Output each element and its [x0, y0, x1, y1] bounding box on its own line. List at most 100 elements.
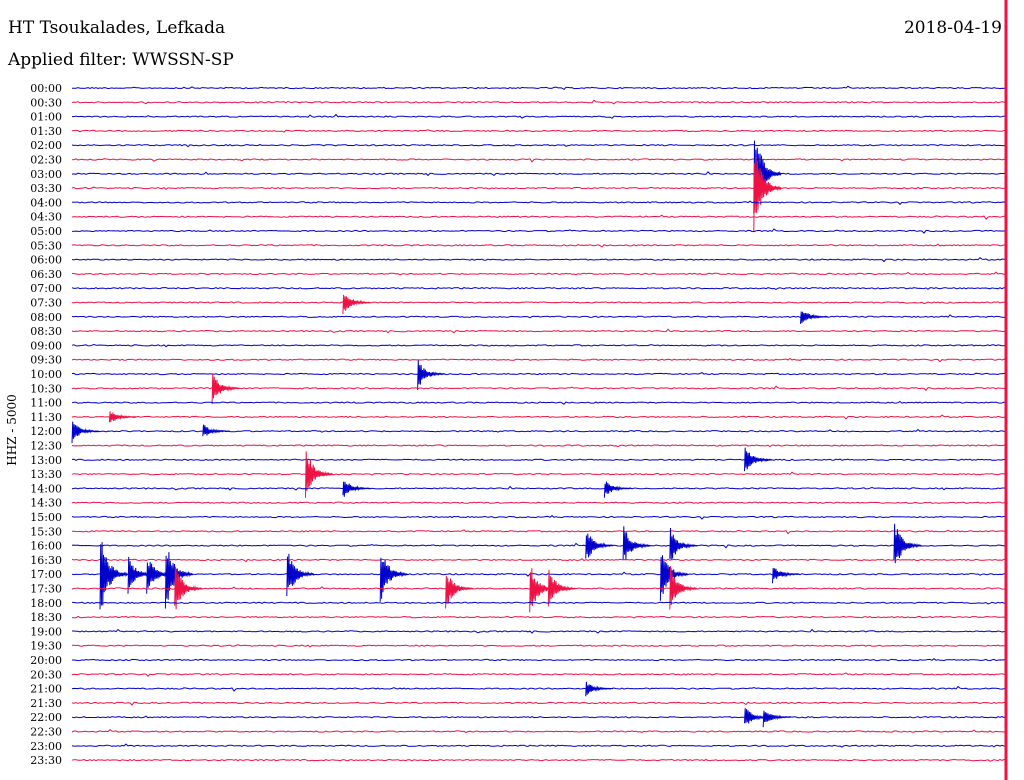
time-tick-label: 09:30: [30, 354, 62, 367]
station-title: HT Tsoukalades, Lefkada: [8, 18, 226, 38]
trace-line: [71, 171, 1007, 177]
trace-line: [71, 287, 1007, 290]
trace-line: [71, 542, 1007, 549]
time-tick-label: 11:00: [30, 397, 62, 410]
time-tick-label: 13:00: [30, 454, 62, 467]
trace-line: [71, 685, 1007, 692]
time-tick-label: 00:30: [30, 96, 62, 109]
trace-line: [71, 301, 1007, 305]
trace-line: [71, 644, 1007, 648]
time-tick-label: 02:30: [30, 154, 62, 167]
time-tick-label: 21:00: [30, 683, 62, 696]
trace-line: [71, 271, 1007, 276]
time-tick-label: 11:30: [30, 411, 62, 424]
time-tick-label: 16:00: [30, 540, 62, 553]
trace-line: [71, 701, 1007, 706]
seismic-event: [174, 566, 203, 610]
trace-line: [71, 458, 1007, 462]
time-tick-label: 21:30: [30, 697, 62, 710]
time-tick-label: 03:30: [30, 182, 62, 195]
seismic-event: [202, 424, 231, 437]
time-tick-label: 01:00: [30, 111, 62, 124]
seismic-event: [669, 527, 698, 561]
trace-line: [71, 243, 1007, 248]
seismic-event: [772, 567, 801, 584]
trace-line: [72, 601, 1007, 605]
trace-line: [71, 485, 1007, 491]
time-tick-label: 12:30: [30, 440, 62, 453]
time-tick-label: 10:30: [30, 382, 62, 395]
seismic-event: [622, 526, 651, 560]
trace-line: [71, 186, 1007, 191]
time-tick-label: 12:00: [30, 425, 62, 438]
trace-line: [71, 615, 1007, 619]
seismic-event: [585, 681, 614, 697]
trace-line: [71, 343, 1007, 348]
trace-line: [71, 672, 1007, 678]
time-tick-label: 15:30: [30, 525, 62, 538]
trace-line: [71, 357, 1007, 363]
time-tick-label: 08:30: [30, 325, 62, 338]
time-tick-label: 00:00: [30, 82, 62, 95]
seismic-event: [753, 157, 782, 232]
filter-label: Applied filter: WWSSN-SP: [8, 50, 234, 70]
trace-line: [71, 529, 1007, 535]
trace-line: [71, 200, 1007, 206]
time-tick-label: 16:30: [30, 554, 62, 567]
trace-line: [71, 471, 1007, 476]
seismic-event: [211, 373, 240, 405]
seismic-event: [342, 294, 371, 315]
time-tick-label: 01:30: [30, 125, 62, 138]
time-tick-label: 06:00: [30, 254, 62, 267]
seismic-event: [379, 557, 408, 602]
time-tick-label: 07:00: [30, 282, 62, 295]
time-tick-label: 18:00: [30, 597, 62, 610]
trace-line: [71, 372, 1007, 376]
time-tick-label: 23:00: [30, 740, 62, 753]
time-tick-label: 07:30: [30, 297, 62, 310]
trace-line: [72, 658, 1007, 662]
time-tick-label: 19:30: [30, 640, 62, 653]
trace-line: [71, 328, 1007, 334]
seismic-event: [744, 447, 773, 472]
trace-line: [71, 558, 1007, 563]
trace-line: [71, 414, 1007, 420]
time-tick-label: 05:00: [30, 225, 62, 238]
seismic-event: [305, 451, 334, 498]
trace-line: [71, 571, 1007, 577]
time-tick-label: 06:30: [30, 268, 62, 281]
trace-line: [71, 444, 1007, 448]
trace-line: [71, 515, 1007, 520]
time-tick-label: 04:30: [30, 211, 62, 224]
seismic-event: [603, 481, 632, 498]
seismic-event: [547, 569, 576, 607]
seismic-event: [800, 311, 828, 324]
time-tick-label: 09:00: [30, 339, 62, 352]
time-tick-label: 14:30: [30, 497, 62, 510]
seismic-event: [417, 360, 446, 390]
time-tick-label: 05:30: [30, 239, 62, 252]
trace-line: [71, 400, 1007, 405]
trace-line: [71, 257, 1006, 263]
seismic-event: [99, 542, 128, 610]
time-tick-label: 20:00: [30, 654, 62, 667]
time-tick-label: 04:00: [30, 196, 62, 209]
time-tick-label: 22:00: [30, 711, 62, 724]
trace-line: [71, 758, 1007, 762]
trace-line: [71, 158, 1007, 163]
trace-line: [71, 743, 1007, 748]
trace-line: [72, 85, 1007, 91]
trace-line: [72, 628, 1007, 634]
seismic-event: [445, 575, 474, 609]
time-tick-label: 18:30: [30, 611, 62, 624]
date-label: 2018-04-19: [903, 18, 1002, 38]
seismic-event: [108, 411, 137, 423]
trace-line: [71, 728, 1006, 734]
time-tick-label: 23:30: [30, 754, 62, 767]
time-tick-label: 22:30: [30, 726, 62, 739]
time-tick-label: 08:00: [30, 311, 62, 324]
seismic-event: [762, 710, 791, 728]
seismic-event: [286, 553, 315, 597]
time-tick-label: 17:30: [30, 583, 62, 596]
